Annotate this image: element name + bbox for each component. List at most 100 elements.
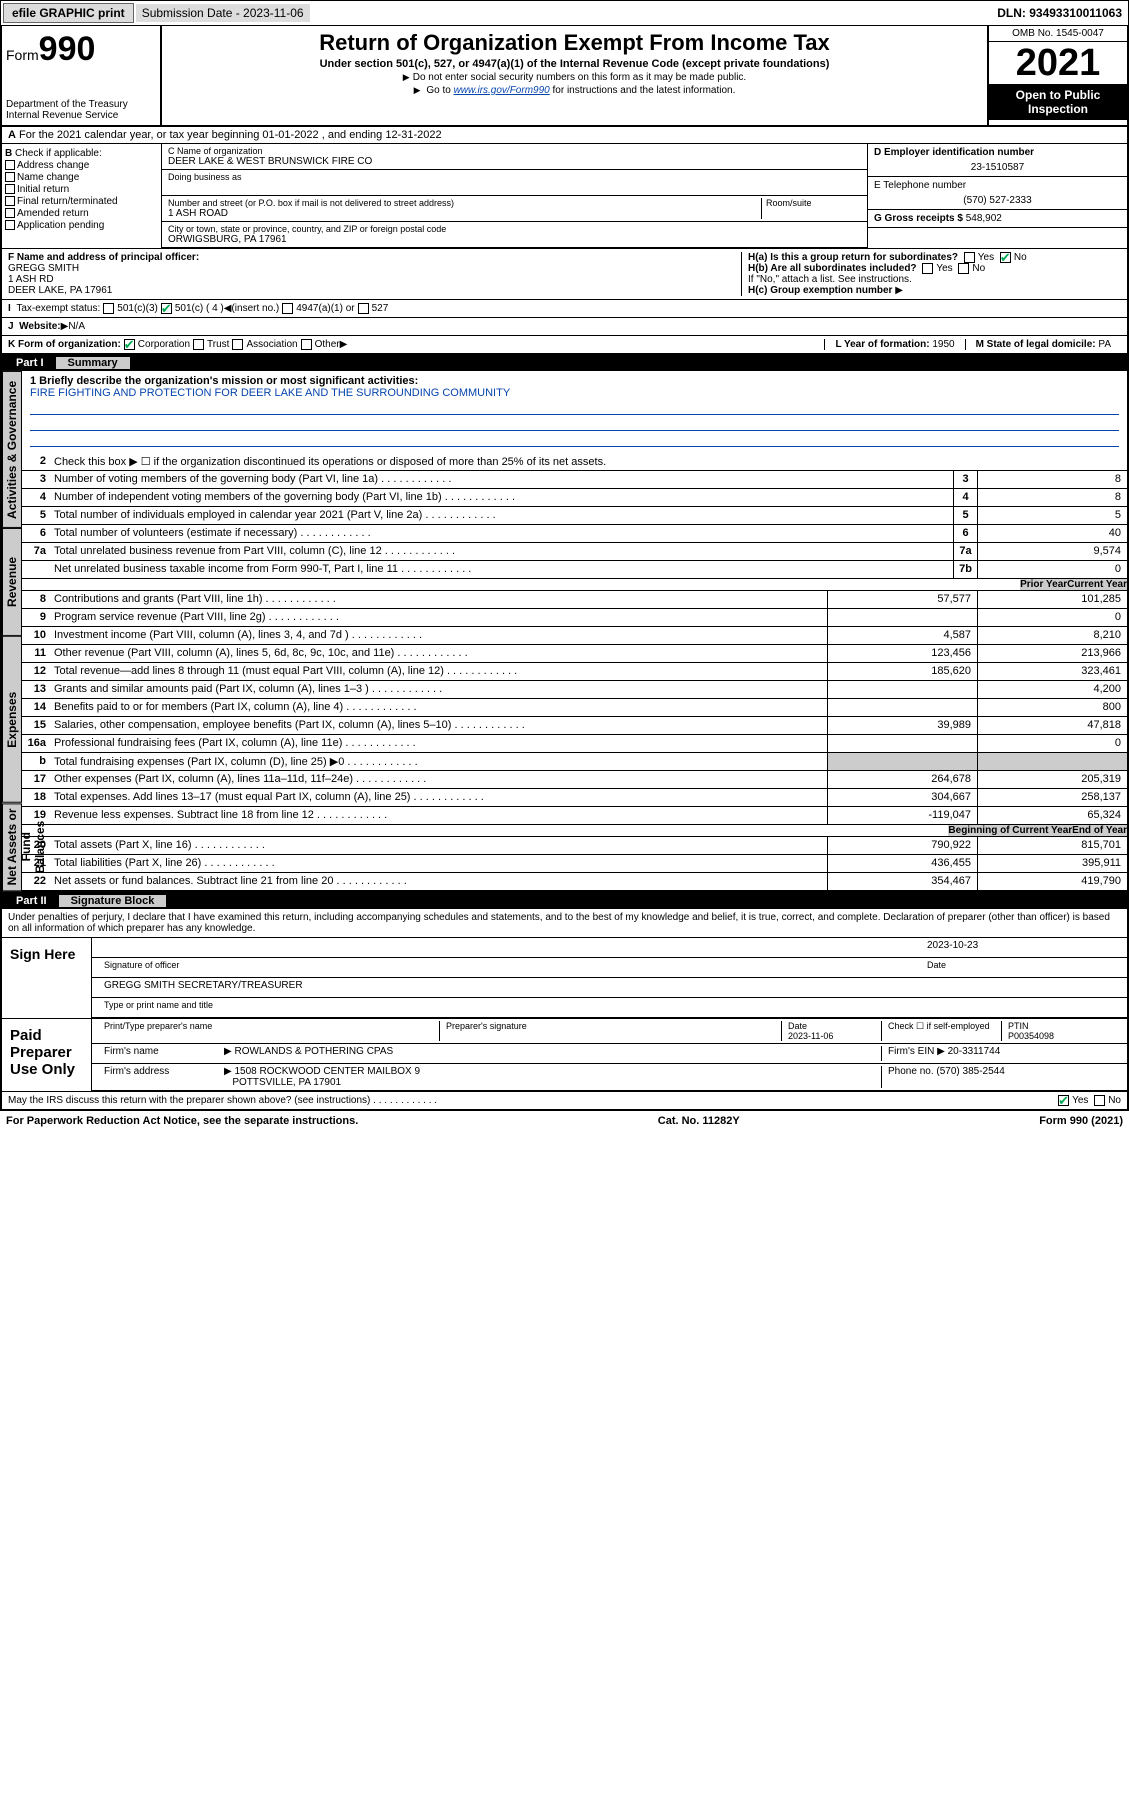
footer-form: Form 990 (2021) [1039,1115,1123,1127]
sign-here: Sign Here [2,938,92,1018]
table-row: Net unrelated business taxable income fr… [22,561,1127,579]
website-row: J Website: ▶ N/A [2,317,1127,335]
table-row: 8Contributions and grants (Part VIII, li… [22,591,1127,609]
sig-para: Under penalties of perjury, I declare th… [2,909,1127,937]
gross: 548,902 [966,213,1002,224]
submission-date: Submission Date - 2023-11-06 [136,4,310,22]
chk-amended[interactable] [5,208,15,218]
chk-trust[interactable] [193,339,204,350]
org-info: C Name of organizationDEER LAKE & WEST B… [162,144,867,248]
opt-501c3: 501(c)(3) [117,303,158,314]
chk-assoc[interactable] [232,339,243,350]
form-title: Return of Organization Exempt From Incom… [166,30,983,56]
opt-amended: Amended return [17,208,89,219]
discuss-txt: May the IRS discuss this return with the… [8,1095,437,1106]
table-row: 9Program service revenue (Part VIII, lin… [22,609,1127,627]
officer-name: GREGG SMITH [8,263,741,274]
dept: Department of the Treasury Internal Reve… [6,99,156,121]
room-lbl: Room/suite [766,198,861,208]
table-row: 6Total number of volunteers (estimate if… [22,525,1127,543]
website-val: N/A [68,321,85,332]
header-right: OMB No. 1545-0047 2021 Open to Public In… [987,26,1127,125]
opt-corp: Corporation [138,339,190,350]
ha-yes[interactable] [964,252,975,263]
checkb-label: Check if applicable: [15,148,102,159]
self-emp: Check ☐ if self-employed [881,1021,1001,1041]
hdr-prior: Prior Year [1020,579,1067,590]
table-row: 5Total number of individuals employed in… [22,507,1127,525]
dln: DLN: 93493310011063 [997,6,1128,20]
table-row: 17Other expenses (Part IX, column (A), l… [22,771,1127,789]
ein-lbl: D Employer identification number [874,147,1034,158]
opt-501c4: 501(c) ( 4 ) [175,303,224,314]
opt-final: Final return/terminated [17,196,118,207]
tax-period: A For the 2021 calendar year, or tax yea… [2,127,1127,144]
chk-final[interactable] [5,196,15,206]
part2-bar: Part II Signature Block [0,893,1129,909]
chk-corp[interactable] [124,339,135,350]
table-row: 16aProfessional fundraising fees (Part I… [22,735,1127,753]
table-row: 11Other revenue (Part VIII, column (A), … [22,645,1127,663]
table-row: 18Total expenses. Add lines 13–17 (must … [22,789,1127,807]
prepsig-lbl: Preparer's signature [439,1021,781,1041]
table-row: 19Revenue less expenses. Subtract line 1… [22,807,1127,825]
chk-501c3[interactable] [103,303,114,314]
chk-name[interactable] [5,172,15,182]
chk-other[interactable] [301,339,312,350]
table-row: 20Total assets (Part X, line 16)790,9228… [22,837,1127,855]
table-row: 14Benefits paid to or for members (Part … [22,699,1127,717]
opt-initial: Initial return [17,184,69,195]
yearl-lbl: L Year of formation: [835,339,929,350]
chk-address[interactable] [5,160,15,170]
hdr-begin: Beginning of Current Year [948,825,1072,836]
line2: Check this box ▶ ☐ if the organization d… [50,453,1127,470]
note2-pre: Go to [426,85,453,96]
insert-no: (insert no.) [231,303,279,314]
phone-lbl: Phone no. [888,1066,934,1077]
discuss-yes[interactable] [1058,1095,1069,1106]
hb-yes[interactable] [922,263,933,274]
hdr-end: End of Year [1072,825,1127,836]
signer-name: GREGG SMITH SECRETARY/TREASURER [98,980,309,995]
info-block: A For the 2021 calendar year, or tax yea… [0,127,1129,355]
chk-527[interactable] [358,303,369,314]
officer-row: F Name and address of principal officer:… [2,248,1127,299]
ha-no[interactable] [1000,252,1011,263]
city: ORWIGSBURG, PA 17961 [168,234,861,245]
hb-no[interactable] [958,263,969,274]
irs-link[interactable]: www.irs.gov/Form990 [454,85,550,96]
chk-pending[interactable] [5,220,15,230]
statem-lbl: M State of legal domicile: [976,339,1096,350]
signature-block: Under penalties of perjury, I declare th… [0,909,1129,1111]
summary-section: Activities & Governance Revenue Expenses… [0,371,1129,893]
yearl-val: 1950 [932,339,954,350]
part2-n: Part II [8,895,55,907]
table-row: 3Number of voting members of the governi… [22,471,1127,489]
dyes: Yes [1072,1095,1088,1106]
discuss-no[interactable] [1094,1095,1105,1106]
prepdate-lbl: Date [788,1021,807,1031]
prepdate-val: 2023-11-06 [788,1031,833,1041]
opt-pending: Application pending [17,220,104,231]
chk-initial[interactable] [5,184,15,194]
faddr-lbl: Firm's address [98,1066,218,1088]
ha-lbl: H(a) Is this a group return for subordin… [748,252,958,263]
part2-t: Signature Block [59,895,167,907]
opt-address: Address change [17,160,89,171]
chk-4947[interactable] [282,303,293,314]
faddr2: POTTSVILLE, PA 17901 [232,1077,341,1088]
table-row: 7aTotal unrelated business revenue from … [22,543,1127,561]
efile-button[interactable]: efile GRAPHIC print [3,3,134,23]
hb-lbl: H(b) Are all subordinates included? [748,263,917,274]
open-public: Open to Public Inspection [989,84,1127,120]
chk-501c4[interactable] [161,303,172,314]
tel-lbl: E Telephone number [874,180,966,191]
footer-pra: For Paperwork Reduction Act Notice, see … [6,1115,358,1127]
org-name-lbl: C Name of organization [168,146,861,156]
footer-cat: Cat. No. 11282Y [658,1115,740,1127]
form-label: Form [6,47,39,63]
yes-lbl: Yes [978,252,994,263]
discuss-row: May the IRS discuss this return with the… [2,1091,1127,1109]
table-row: 13Grants and similar amounts paid (Part … [22,681,1127,699]
footer: For Paperwork Reduction Act Notice, see … [0,1111,1129,1131]
